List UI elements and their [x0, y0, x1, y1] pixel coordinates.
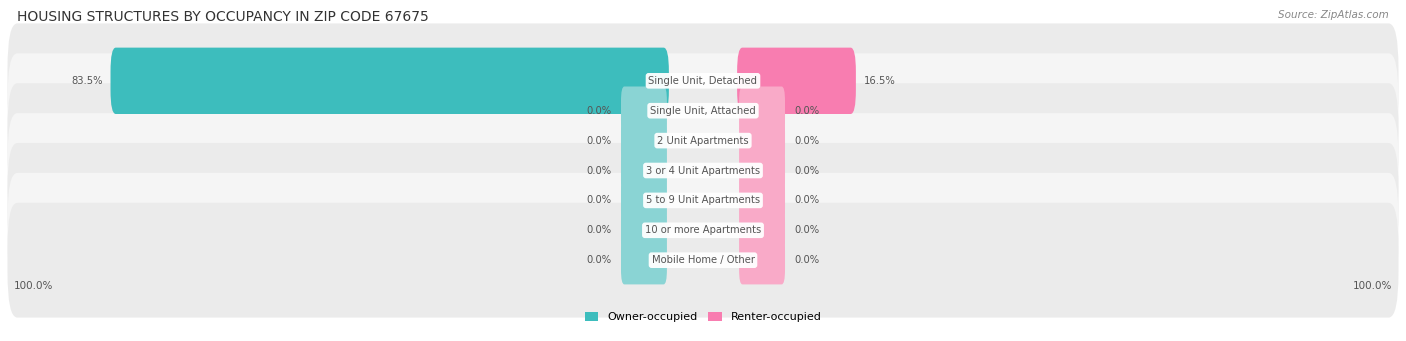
- FancyBboxPatch shape: [740, 87, 785, 135]
- FancyBboxPatch shape: [7, 53, 1399, 168]
- Text: 5 to 9 Unit Apartments: 5 to 9 Unit Apartments: [645, 195, 761, 205]
- FancyBboxPatch shape: [740, 116, 785, 165]
- FancyBboxPatch shape: [7, 173, 1399, 288]
- FancyBboxPatch shape: [111, 48, 669, 114]
- Text: 0.0%: 0.0%: [586, 195, 612, 205]
- Text: Single Unit, Detached: Single Unit, Detached: [648, 76, 758, 86]
- Text: 0.0%: 0.0%: [794, 255, 820, 265]
- FancyBboxPatch shape: [740, 206, 785, 254]
- Legend: Owner-occupied, Renter-occupied: Owner-occupied, Renter-occupied: [585, 312, 821, 322]
- FancyBboxPatch shape: [7, 203, 1399, 317]
- Text: Single Unit, Attached: Single Unit, Attached: [650, 106, 756, 116]
- FancyBboxPatch shape: [7, 113, 1399, 228]
- FancyBboxPatch shape: [621, 176, 666, 225]
- Text: HOUSING STRUCTURES BY OCCUPANCY IN ZIP CODE 67675: HOUSING STRUCTURES BY OCCUPANCY IN ZIP C…: [17, 10, 429, 24]
- Text: 0.0%: 0.0%: [794, 195, 820, 205]
- FancyBboxPatch shape: [621, 236, 666, 284]
- Text: 100.0%: 100.0%: [1353, 281, 1392, 291]
- FancyBboxPatch shape: [740, 236, 785, 284]
- FancyBboxPatch shape: [740, 176, 785, 225]
- Text: 2 Unit Apartments: 2 Unit Apartments: [657, 136, 749, 146]
- Text: Source: ZipAtlas.com: Source: ZipAtlas.com: [1278, 10, 1389, 20]
- FancyBboxPatch shape: [621, 206, 666, 254]
- FancyBboxPatch shape: [7, 24, 1399, 138]
- Text: 0.0%: 0.0%: [794, 225, 820, 235]
- Text: 0.0%: 0.0%: [586, 255, 612, 265]
- FancyBboxPatch shape: [621, 87, 666, 135]
- FancyBboxPatch shape: [7, 83, 1399, 198]
- Text: Mobile Home / Other: Mobile Home / Other: [651, 255, 755, 265]
- Text: 3 or 4 Unit Apartments: 3 or 4 Unit Apartments: [645, 165, 761, 176]
- FancyBboxPatch shape: [740, 146, 785, 195]
- Text: 0.0%: 0.0%: [586, 136, 612, 146]
- FancyBboxPatch shape: [621, 146, 666, 195]
- Text: 0.0%: 0.0%: [794, 165, 820, 176]
- Text: 0.0%: 0.0%: [586, 225, 612, 235]
- Text: 16.5%: 16.5%: [863, 76, 896, 86]
- Text: 10 or more Apartments: 10 or more Apartments: [645, 225, 761, 235]
- FancyBboxPatch shape: [7, 143, 1399, 258]
- FancyBboxPatch shape: [737, 48, 856, 114]
- Text: 83.5%: 83.5%: [72, 76, 103, 86]
- Text: 0.0%: 0.0%: [794, 136, 820, 146]
- Text: 0.0%: 0.0%: [586, 106, 612, 116]
- Text: 100.0%: 100.0%: [14, 281, 53, 291]
- Text: 0.0%: 0.0%: [794, 106, 820, 116]
- FancyBboxPatch shape: [621, 116, 666, 165]
- Text: 0.0%: 0.0%: [586, 165, 612, 176]
